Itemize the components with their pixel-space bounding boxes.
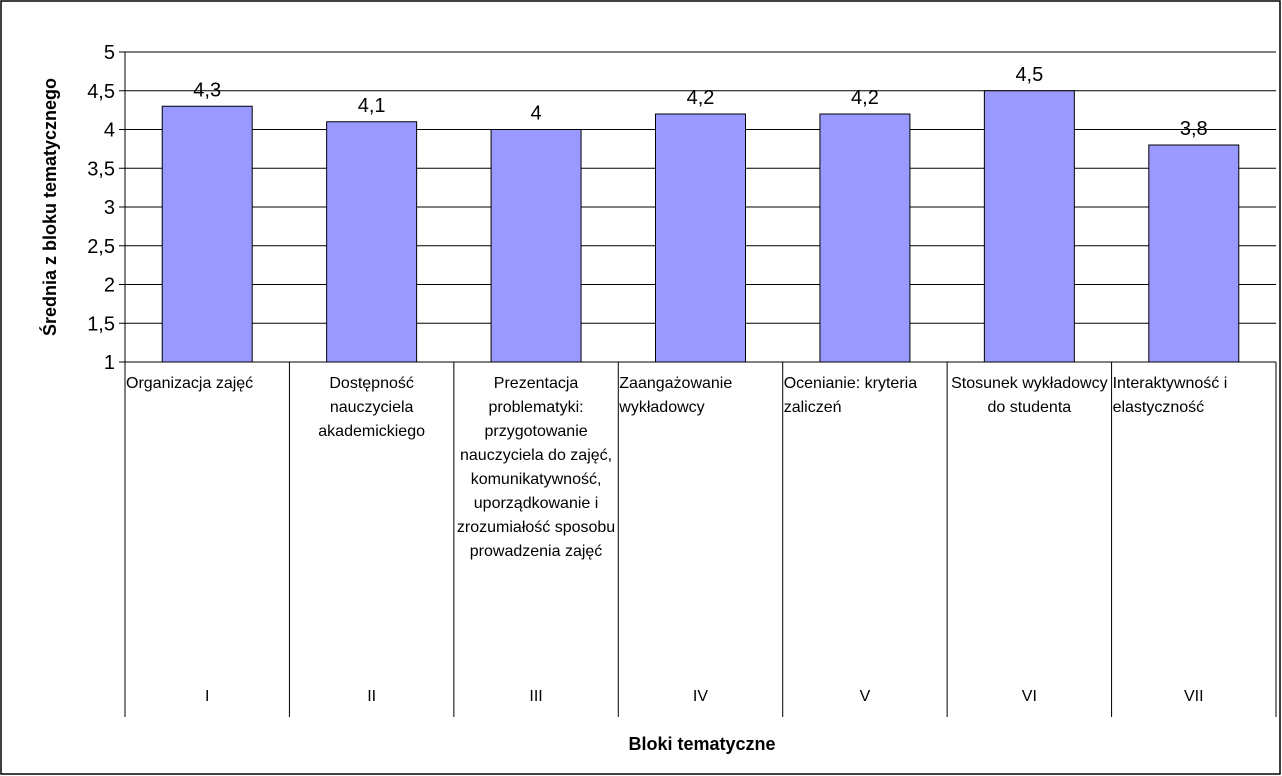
value-label: 4,3 xyxy=(193,79,221,101)
y-tick-label: 2,5 xyxy=(87,236,115,258)
data-labels: 4,3 4,1 4 4,2 4,2 4,5 3,8 xyxy=(193,64,1207,140)
bar xyxy=(490,129,582,363)
bar xyxy=(983,90,1075,363)
category-label: Prezentacja problematyki: przygotowanie … xyxy=(456,375,616,560)
value-label: 3,8 xyxy=(1180,118,1208,140)
category-roman-numeral: I xyxy=(204,688,210,705)
bar xyxy=(819,113,911,363)
category-label: Organizacja zajęć xyxy=(126,375,254,392)
category-label: Interaktywność i elastyczność xyxy=(1112,375,1228,416)
y-tick-label: 1,5 xyxy=(87,313,115,335)
y-tick-label: 2 xyxy=(104,275,115,297)
bar xyxy=(161,105,253,363)
y-tick-label: 1 xyxy=(104,352,115,374)
category-roman-numeral: V xyxy=(859,688,871,705)
value-label: 4,1 xyxy=(358,95,386,117)
value-label: 4,5 xyxy=(1015,64,1043,86)
category-roman-numeral: III xyxy=(529,688,543,705)
category-roman-numeral: II xyxy=(367,688,377,705)
y-tick-label: 3 xyxy=(104,197,115,219)
y-tick-label: 4,5 xyxy=(87,81,115,103)
y-tick-label: 3,5 xyxy=(87,158,115,180)
value-label: 4,2 xyxy=(687,87,715,109)
category-label: Zaangażowanie wykładowcy xyxy=(619,375,733,416)
category-label: Ocenianie: kryteria zaliczeń xyxy=(783,375,918,416)
x-axis-title: Bloki tematyczne xyxy=(628,734,775,754)
bar xyxy=(1148,144,1240,363)
axes: 1 1,5 2 2,5 3 3,5 4 4,5 5 xyxy=(87,42,1277,717)
y-tick-label: 4 xyxy=(104,120,115,142)
category-roman-numeral: VI xyxy=(1021,688,1037,705)
bars xyxy=(161,90,1240,363)
value-label: 4,2 xyxy=(851,87,879,109)
category-label: Dostępność nauczyciela akademickiego xyxy=(318,375,425,440)
category-roman-numeral: VII xyxy=(1183,688,1204,705)
y-axis-title: Średnia z bloku tematycznego xyxy=(39,78,60,336)
category-label: Stosunek wykładowcy do studenta xyxy=(951,375,1108,416)
value-label: 4 xyxy=(531,103,542,125)
bar xyxy=(655,113,746,363)
bar xyxy=(326,121,418,363)
y-tick-label: 5 xyxy=(104,42,115,64)
category-roman-numeral: IV xyxy=(692,688,709,705)
